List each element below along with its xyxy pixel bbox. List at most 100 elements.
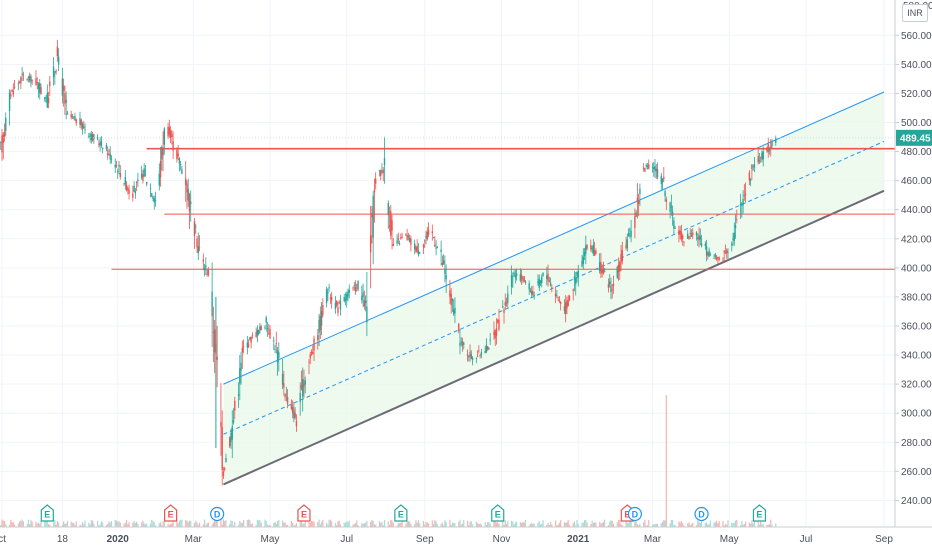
y-tick-label: 500.00 — [901, 118, 932, 129]
volume-bar — [651, 524, 654, 527]
earnings-marker[interactable] — [40, 504, 54, 522]
volume-bar — [690, 524, 693, 527]
candle-body — [145, 181, 148, 185]
candle-body — [346, 293, 348, 300]
channel-upper-line[interactable] — [223, 91, 885, 385]
earnings-marker[interactable] — [394, 504, 408, 522]
volume-spike — [665, 395, 667, 527]
volume-bar — [431, 520, 433, 527]
candle-body — [273, 340, 275, 342]
volume-bar — [172, 519, 174, 527]
volume-bar — [144, 524, 147, 527]
volume-bar — [222, 519, 225, 527]
candle-body — [537, 281, 539, 284]
earnings-marker[interactable] — [297, 504, 311, 522]
volume-bar — [153, 522, 155, 527]
volume-bar — [39, 523, 41, 527]
volume-bar — [643, 522, 645, 527]
volume-bar — [313, 521, 315, 527]
volume-bar — [699, 523, 701, 527]
candle-body — [89, 134, 91, 136]
candle-body — [705, 246, 708, 256]
candle-body — [753, 164, 756, 168]
volume-bar — [493, 520, 495, 527]
candle-body — [61, 78, 64, 96]
volume-bar — [547, 523, 549, 527]
dividend-marker[interactable] — [210, 506, 225, 522]
earnings-marker[interactable] — [163, 504, 178, 522]
volume-bar — [692, 522, 694, 527]
candle-body — [269, 328, 271, 339]
regression-channel[interactable] — [223, 91, 885, 486]
candle-body — [378, 170, 381, 171]
candle-body — [422, 244, 425, 248]
candle-body — [106, 153, 109, 156]
earnings-marker[interactable] — [752, 504, 767, 522]
volume-bar — [577, 524, 579, 527]
volume-bar — [380, 522, 382, 527]
volume-bar — [65, 523, 67, 527]
candle-body — [216, 356, 218, 360]
volume-bar — [625, 520, 627, 527]
candle-body — [398, 243, 401, 245]
candle-body — [396, 240, 398, 244]
candle-body — [356, 284, 358, 286]
volume-bar — [443, 525, 445, 527]
volume-bar — [731, 522, 733, 527]
volume-bar — [294, 524, 296, 527]
candle-body — [558, 299, 561, 302]
dividend-marker[interactable] — [627, 506, 642, 522]
candle-body — [22, 74, 25, 76]
candle-body — [470, 354, 473, 359]
volume-bar — [590, 524, 592, 527]
volume-bar — [81, 522, 84, 527]
candle-body — [27, 76, 30, 78]
volume-bar — [52, 522, 55, 527]
candle-body — [450, 293, 452, 306]
candle-body — [154, 199, 157, 201]
volume-bar — [645, 525, 647, 527]
volume-bar — [664, 520, 666, 527]
candle-body — [722, 260, 724, 262]
dividend-marker[interactable] — [694, 506, 709, 522]
volume-bar — [73, 522, 75, 527]
volume-bar — [99, 524, 101, 527]
candle-body — [293, 410, 295, 419]
event-marker-label: E — [168, 510, 174, 520]
volume-bar — [13, 524, 16, 527]
candle-body — [664, 191, 666, 197]
candle-body — [494, 329, 496, 339]
candle-body — [299, 392, 301, 403]
volume-bar — [654, 524, 656, 527]
candle-body — [171, 134, 173, 138]
candle-body — [471, 357, 474, 361]
candle-body — [524, 281, 527, 284]
candle-body — [757, 156, 759, 163]
candle-body — [458, 323, 460, 331]
currency-badge[interactable]: INR — [902, 4, 928, 22]
volume-bar — [660, 523, 662, 527]
volume-bar — [275, 523, 277, 527]
channel-mid-line[interactable] — [223, 140, 885, 435]
channel-lower-line[interactable] — [223, 189, 885, 486]
candle-body — [699, 236, 702, 240]
candle-body — [538, 278, 540, 289]
earnings-marker[interactable] — [491, 504, 505, 522]
candle-body — [308, 361, 310, 363]
candle-body — [257, 330, 260, 334]
volume-bar — [26, 524, 28, 527]
candle-body — [435, 247, 437, 249]
candle-body — [742, 198, 744, 206]
candle-body — [416, 246, 418, 252]
y-tick-label: 400.00 — [901, 263, 932, 274]
volume-bar — [19, 521, 21, 527]
current-price-tag[interactable] — [896, 129, 932, 146]
volume-bar — [560, 520, 562, 527]
candle-body — [88, 136, 90, 137]
candle-body — [20, 77, 22, 84]
volume-bar — [422, 520, 425, 527]
candle-body — [463, 342, 465, 345]
